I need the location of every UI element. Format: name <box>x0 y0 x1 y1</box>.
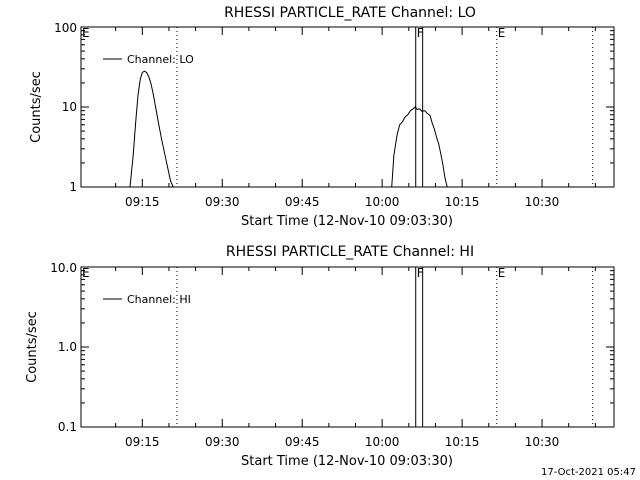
panel-lo-marker-label: F <box>417 26 424 40</box>
panel-hi-marker-label: E <box>498 266 506 280</box>
panel-lo-legend: Channel: LO <box>103 53 194 66</box>
panel-lo-y-ticks: 1 10 100 <box>54 21 614 194</box>
panel-lo-y-tick-label: 1 <box>69 180 77 194</box>
panel-hi-x-tick-label: 10:30 <box>525 435 560 449</box>
panel-hi-x-tick-label: 10:00 <box>365 435 400 449</box>
panel-hi-marker-label: E <box>82 266 90 280</box>
panel-lo-frame <box>80 26 615 188</box>
panel-hi-y-label: Counts/sec <box>25 311 40 383</box>
panel-hi-legend-label: Channel: HI <box>127 293 191 306</box>
panel-hi-y-ticks: 0.1 1.0 10.0 <box>50 261 614 434</box>
panel-hi-x-tick-label: 09:45 <box>285 435 320 449</box>
panel-hi-x-tick-label: 09:15 <box>125 435 160 449</box>
panel-lo-x-tick-label: 09:15 <box>125 195 160 209</box>
panel-hi-y-tick-label: 1.0 <box>58 340 77 354</box>
panel-lo-x-ticks: 09:15 09:30 09:45 10:00 10:15 10:30 <box>115 27 596 209</box>
panel-lo-series <box>129 70 448 188</box>
panel-lo-y-tick-label: 100 <box>54 21 77 35</box>
footer-timestamp: 17-Oct-2021 05:47 <box>541 467 636 478</box>
panel-hi-x-label: Start Time (12-Nov-10 09:03:30) <box>241 454 453 469</box>
panel-hi-y-tick-label: 10.0 <box>50 261 77 275</box>
panel-lo-series-line-0 <box>129 70 174 188</box>
panel-hi-marker-label: F <box>417 266 424 280</box>
panel-lo-y-label: Counts/sec <box>29 71 44 143</box>
panel-hi: RHESSI PARTICLE_RATE Channel: HI 0.1 1.0… <box>25 244 615 469</box>
panel-lo-y-tick-label: 10 <box>62 100 77 114</box>
panel-lo-x-tick-label: 10:15 <box>445 195 480 209</box>
panel-hi-title: RHESSI PARTICLE_RATE Channel: HI <box>226 244 474 260</box>
panel-lo-legend-label: Channel: LO <box>127 53 194 66</box>
panel-lo-series-line-1 <box>391 106 448 188</box>
panel-hi-x-tick-label: 09:30 <box>205 435 240 449</box>
panel-hi-x-ticks: 09:15 09:30 09:45 10:00 10:15 10:30 <box>115 267 596 449</box>
panel-lo-x-tick-label: 09:45 <box>285 195 320 209</box>
panel-lo-x-tick-label: 10:30 <box>525 195 560 209</box>
panel-lo-x-tick-label: 09:30 <box>205 195 240 209</box>
panel-lo-marker-label: E <box>498 26 506 40</box>
panel-hi-y-tick-label: 0.1 <box>58 420 77 434</box>
panel-lo: RHESSI PARTICLE_RATE Channel: LO 1 10 10… <box>29 5 615 229</box>
panel-lo-marker-label: E <box>82 26 90 40</box>
panel-hi-legend: Channel: HI <box>103 293 191 306</box>
panel-lo-x-label: Start Time (12-Nov-10 09:03:30) <box>241 214 453 229</box>
panel-lo-title: RHESSI PARTICLE_RATE Channel: LO <box>224 5 476 21</box>
panel-lo-x-tick-label: 10:00 <box>365 195 400 209</box>
panel-hi-frame <box>80 266 615 428</box>
panel-hi-x-tick-label: 10:15 <box>445 435 480 449</box>
